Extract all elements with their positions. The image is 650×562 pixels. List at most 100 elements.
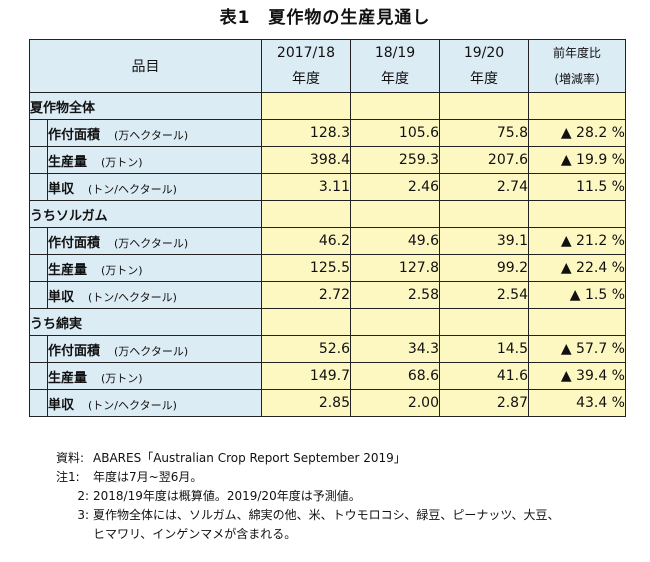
item-unit: (トン/ヘクタール) (88, 398, 177, 412)
value-yoy-change: ▲ 57.7 % (528, 335, 626, 363)
row-label: 生産量 (万トン) (47, 146, 262, 174)
note-3-continued: ヒマワリ、インゲンマメが含まれる。 (93, 527, 297, 541)
empty-cell (439, 308, 529, 336)
value-2017-18: 149.7 (261, 362, 351, 390)
value-18-19: 259.3 (350, 146, 440, 174)
item-unit: (万トン) (101, 371, 143, 385)
table-row: 作付面積 (万ヘクタール) 128.3 105.6 75.8 ▲ 28.2 % (29, 119, 626, 147)
value-2017-18: 2.72 (261, 281, 351, 309)
indent-cell (29, 227, 48, 255)
value-19-20: 2.54 (439, 281, 529, 309)
value-18-19: 49.6 (350, 227, 440, 255)
value-2017-18: 128.3 (261, 119, 351, 147)
value-yoy-change: ▲ 22.4 % (528, 254, 626, 282)
section-name: うちソルガム (29, 200, 262, 228)
header-18-19: 18/19 年度 (350, 39, 440, 93)
value-2017-18: 2.85 (261, 389, 351, 417)
section-name: 夏作物全体 (29, 92, 262, 120)
item-unit: (万トン) (101, 263, 143, 277)
table-row: 単収 (トン/ヘクタール) 3.11 2.46 2.74 11.5 % (29, 173, 626, 201)
row-label: 作付面積 (万ヘクタール) (47, 227, 262, 255)
empty-cell (439, 92, 529, 120)
value-yoy-change: ▲ 21.2 % (528, 227, 626, 255)
value-yoy-change: ▲ 39.4 % (528, 362, 626, 390)
empty-cell (261, 200, 351, 228)
note-3: 3: 夏作物全体には、ソルガム、綿実の他、米、トウモロコシ、緑豆、ピーナッツ、大豆… (77, 508, 560, 522)
value-19-20: 39.1 (439, 227, 529, 255)
value-19-20: 75.8 (439, 119, 529, 147)
row-label: 単収 (トン/ヘクタール) (47, 281, 262, 309)
item-unit: (万トン) (101, 155, 143, 169)
value-18-19: 127.8 (350, 254, 440, 282)
empty-cell (528, 308, 626, 336)
table-row: 作付面積 (万ヘクタール) 52.6 34.3 14.5 ▲ 57.7 % (29, 335, 626, 363)
item-name: 単収 (48, 397, 75, 413)
empty-cell (350, 308, 440, 336)
header-19-20: 19/20 年度 (439, 39, 529, 93)
item-unit: (トン/ヘクタール) (88, 182, 177, 196)
value-18-19: 2.00 (350, 389, 440, 417)
empty-cell (439, 200, 529, 228)
value-yoy-change: ▲ 19.9 % (528, 146, 626, 174)
table-row: 生産量 (万トン) 149.7 68.6 41.6 ▲ 39.4 % (29, 362, 626, 390)
value-2017-18: 398.4 (261, 146, 351, 174)
value-19-20: 99.2 (439, 254, 529, 282)
empty-cell (528, 200, 626, 228)
item-name: 単収 (48, 181, 75, 197)
empty-cell (261, 92, 351, 120)
value-yoy-change: ▲ 1.5 % (528, 281, 626, 309)
value-18-19: 68.6 (350, 362, 440, 390)
table-row: 単収 (トン/ヘクタール) 2.85 2.00 2.87 43.4 % (29, 389, 626, 417)
value-2017-18: 3.11 (261, 173, 351, 201)
header-item: 品目 (29, 39, 262, 93)
section-row: うちソルガム (29, 200, 626, 228)
value-19-20: 2.74 (439, 173, 529, 201)
indent-cell (29, 389, 48, 417)
value-18-19: 2.46 (350, 173, 440, 201)
header-yoy-change: 前年度比 (増減率) (528, 39, 626, 93)
item-unit: (万ヘクタール) (114, 236, 189, 250)
section-row: 夏作物全体 (29, 92, 626, 120)
note-2: 2: 2018/19年度は概算値。2019/20年度は予測値。 (77, 489, 361, 503)
source-note: 資料: ABARES「Australian Crop Report Septemb… (56, 451, 406, 465)
item-unit: (万ヘクタール) (114, 344, 189, 358)
table-row: 生産量 (万トン) 398.4 259.3 207.6 ▲ 19.9 % (29, 146, 626, 174)
item-name: 生産量 (48, 154, 88, 170)
row-label: 生産量 (万トン) (47, 254, 262, 282)
row-label: 単収 (トン/ヘクタール) (47, 389, 262, 417)
value-yoy-change: 11.5 % (528, 173, 626, 201)
table-row: 単収 (トン/ヘクタール) 2.72 2.58 2.54 ▲ 1.5 % (29, 281, 626, 309)
value-19-20: 207.6 (439, 146, 529, 174)
value-yoy-change: ▲ 28.2 % (528, 119, 626, 147)
value-19-20: 2.87 (439, 389, 529, 417)
value-18-19: 105.6 (350, 119, 440, 147)
item-name: 単収 (48, 289, 75, 305)
indent-cell (29, 254, 48, 282)
table-row: 生産量 (万トン) 125.5 127.8 99.2 ▲ 22.4 % (29, 254, 626, 282)
empty-cell (261, 308, 351, 336)
value-18-19: 34.3 (350, 335, 440, 363)
item-name: 作付面積 (48, 235, 101, 251)
value-2017-18: 52.6 (261, 335, 351, 363)
value-18-19: 2.58 (350, 281, 440, 309)
empty-cell (528, 92, 626, 120)
item-name: 生産量 (48, 262, 88, 278)
footnotes: 資料: ABARES「Australian Crop Report Septemb… (56, 449, 559, 544)
section-row: うち綿実 (29, 308, 626, 336)
indent-cell (29, 335, 48, 363)
table-title: 表1 夏作物の生産見通し (219, 8, 431, 28)
section-name: うち綿実 (29, 308, 262, 336)
row-label: 作付面積 (万ヘクタール) (47, 335, 262, 363)
item-unit: (トン/ヘクタール) (88, 290, 177, 304)
value-19-20: 41.6 (439, 362, 529, 390)
table-row: 作付面積 (万ヘクタール) 46.2 49.6 39.1 ▲ 21.2 % (29, 227, 626, 255)
header-2017-18: 2017/18 年度 (261, 39, 351, 93)
row-label: 作付面積 (万ヘクタール) (47, 119, 262, 147)
value-2017-18: 46.2 (261, 227, 351, 255)
indent-cell (29, 362, 48, 390)
value-19-20: 14.5 (439, 335, 529, 363)
empty-cell (350, 200, 440, 228)
empty-cell (350, 92, 440, 120)
item-name: 作付面積 (48, 343, 101, 359)
item-unit: (万ヘクタール) (114, 128, 189, 142)
